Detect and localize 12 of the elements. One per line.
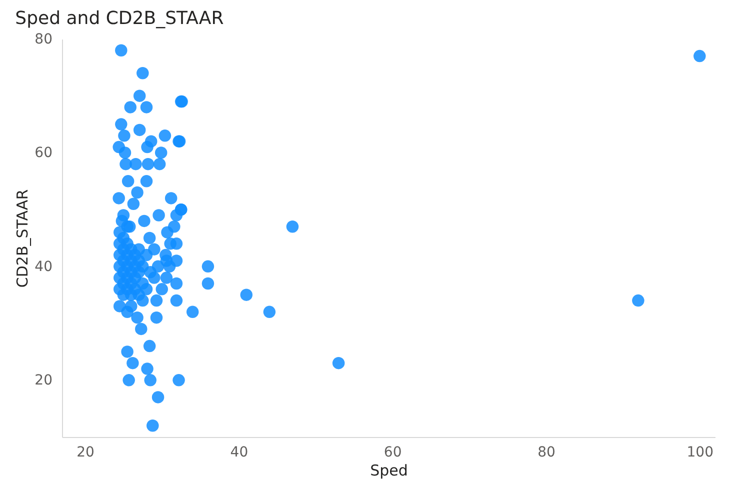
x-tick-label: 60 bbox=[384, 444, 402, 460]
x-tick-label: 40 bbox=[230, 444, 248, 460]
y-tick-label: 60 bbox=[34, 145, 52, 162]
x-tick-label: 100 bbox=[686, 444, 714, 460]
x-tick-label: 20 bbox=[76, 444, 94, 460]
y-tick-label: 80 bbox=[34, 32, 52, 48]
y-tick-label: 40 bbox=[34, 258, 52, 275]
x-tick-label: 80 bbox=[538, 444, 556, 460]
x-axis-title: Sped bbox=[370, 462, 408, 480]
y-axis-title: CD2B_STAAR bbox=[14, 189, 32, 288]
chart-title: Sped and CD2B_STAAR bbox=[15, 8, 224, 29]
y-tick-label: 20 bbox=[34, 372, 52, 389]
